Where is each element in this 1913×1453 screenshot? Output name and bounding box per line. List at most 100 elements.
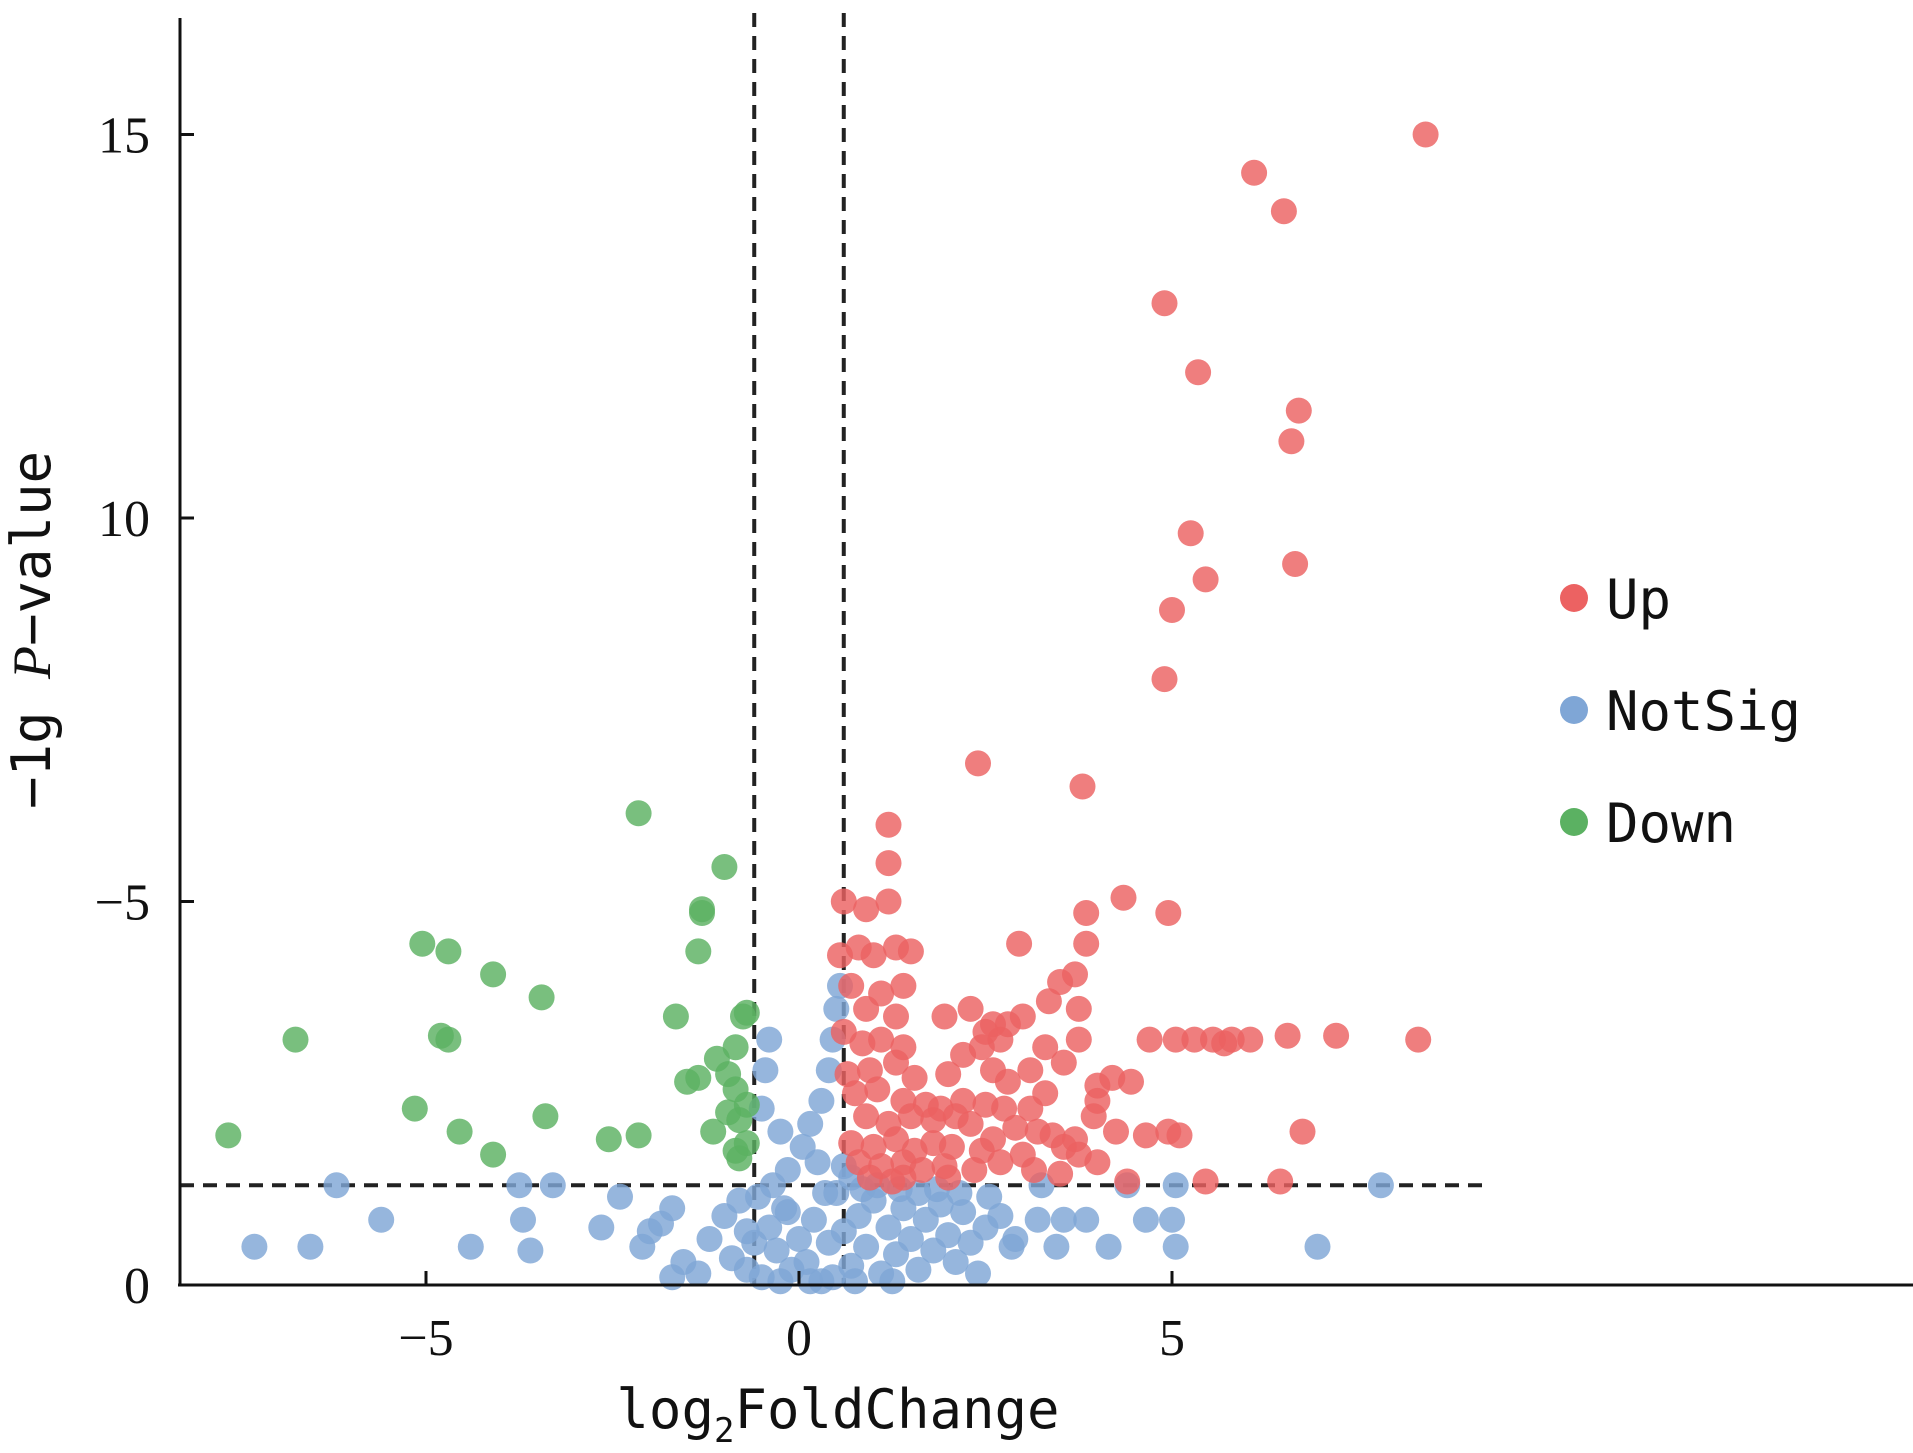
point-up <box>980 1126 1006 1153</box>
point-down <box>726 1107 753 1134</box>
point-up <box>1151 290 1178 317</box>
point-down <box>726 1145 753 1172</box>
point-up <box>853 1103 880 1130</box>
point-notsig <box>797 1110 824 1137</box>
point-up <box>830 1018 857 1045</box>
point-up <box>1017 1095 1044 1122</box>
point-notsig <box>1304 1233 1331 1260</box>
point-up <box>883 1126 909 1153</box>
point-up <box>1278 428 1305 455</box>
point-up <box>1285 397 1312 424</box>
point-up <box>897 938 924 965</box>
point-up <box>875 811 902 838</box>
point-up <box>1006 930 1033 957</box>
point-down <box>401 1095 428 1122</box>
point-down <box>689 900 715 926</box>
point-up <box>994 1068 1021 1095</box>
point-down <box>595 1126 622 1153</box>
point-up <box>1032 1034 1059 1061</box>
point-down <box>722 1034 749 1061</box>
point-up <box>868 1026 895 1053</box>
point-up <box>875 888 902 915</box>
point-up <box>1065 995 1092 1022</box>
x-tick-label: 5 <box>1159 1310 1185 1367</box>
point-down <box>700 1118 727 1145</box>
point-notsig <box>812 1180 839 1206</box>
point-up <box>890 972 917 999</box>
legend-label-up: Up <box>1606 568 1671 631</box>
point-up <box>1103 1118 1129 1145</box>
point-up <box>1405 1026 1432 1053</box>
point-notsig <box>793 1249 820 1275</box>
point-down <box>730 1003 756 1030</box>
point-up <box>935 1061 962 1088</box>
point-down <box>711 854 738 880</box>
point-notsig <box>1162 1172 1189 1199</box>
point-up <box>883 1003 909 1030</box>
point-up <box>1237 1026 1264 1053</box>
point-up <box>860 942 887 969</box>
point-up <box>1412 121 1439 148</box>
point-up <box>1080 1103 1107 1130</box>
point-down <box>685 938 712 965</box>
axes <box>178 18 1913 1287</box>
point-up <box>1132 1122 1159 1149</box>
y-axis-title-prefix: −1g <box>0 679 63 809</box>
point-up <box>830 888 857 915</box>
point-up <box>1047 969 1074 995</box>
point-up <box>883 1049 909 1076</box>
point-up <box>1192 1168 1219 1195</box>
point-notsig <box>1162 1233 1189 1260</box>
point-up <box>1159 597 1185 623</box>
legend-label-notsig: NotSig <box>1606 680 1801 743</box>
point-notsig <box>767 1118 794 1145</box>
point-notsig <box>965 1260 991 1287</box>
point-notsig <box>517 1237 544 1264</box>
point-down <box>662 1003 689 1030</box>
legend-marker-down <box>1560 808 1588 836</box>
point-notsig <box>823 995 850 1022</box>
point-down <box>625 800 652 827</box>
point-up <box>1155 900 1182 926</box>
point-notsig <box>756 1214 783 1241</box>
point-up <box>1017 1057 1044 1084</box>
point-up <box>1185 359 1212 386</box>
point-notsig <box>1024 1206 1051 1233</box>
point-down <box>480 961 507 988</box>
point-notsig <box>368 1206 395 1233</box>
point-up <box>1021 1157 1047 1183</box>
point-notsig <box>1132 1206 1159 1233</box>
point-notsig <box>323 1172 350 1199</box>
point-down <box>282 1026 309 1053</box>
point-notsig <box>842 1268 868 1295</box>
scatter-points <box>215 121 1439 1295</box>
point-notsig <box>1095 1233 1122 1260</box>
point-notsig <box>1073 1206 1100 1233</box>
legend-marker-up <box>1560 584 1588 612</box>
point-notsig <box>905 1256 932 1283</box>
point-down <box>409 930 436 957</box>
point-up <box>856 1164 883 1191</box>
x-axis-title-rest: FoldChange <box>734 1378 1059 1441</box>
point-notsig <box>659 1195 686 1222</box>
point-notsig <box>763 1237 790 1264</box>
point-notsig <box>752 1057 779 1084</box>
point-up <box>991 1095 1018 1122</box>
point-down <box>625 1122 652 1149</box>
x-tick-label: −5 <box>398 1310 453 1367</box>
point-down <box>685 1064 712 1091</box>
point-up <box>1069 773 1096 800</box>
point-up <box>1177 520 1204 547</box>
point-down <box>435 1026 462 1053</box>
y-tick-label: −5 <box>95 875 150 932</box>
point-up <box>1323 1022 1350 1049</box>
point-up <box>864 1076 891 1103</box>
point-up <box>1241 159 1268 186</box>
point-up <box>957 995 984 1022</box>
point-notsig <box>733 1218 760 1245</box>
point-up <box>853 896 880 923</box>
point-up <box>897 1103 924 1130</box>
point-up <box>1267 1168 1294 1195</box>
point-up <box>901 1064 928 1091</box>
point-up <box>1073 900 1100 926</box>
